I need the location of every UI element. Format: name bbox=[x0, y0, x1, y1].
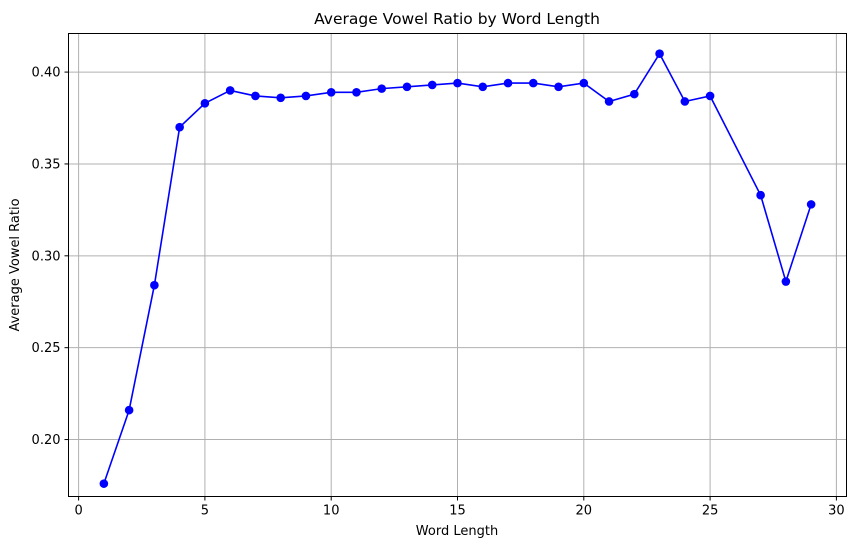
y-tick-label: 0.35 bbox=[32, 157, 61, 172]
data-point bbox=[528, 78, 538, 88]
x-tick-label: 20 bbox=[576, 504, 593, 519]
y-tick-label: 0.30 bbox=[32, 249, 61, 264]
data-point bbox=[781, 277, 791, 286]
data-point bbox=[604, 97, 614, 106]
data-point bbox=[554, 82, 563, 92]
grid bbox=[68, 33, 847, 497]
x-tick-label: 15 bbox=[449, 504, 466, 519]
y-tick-label: 0.25 bbox=[32, 341, 61, 356]
series-layer bbox=[99, 49, 816, 488]
data-point bbox=[200, 99, 210, 108]
x-tick-label: 0 bbox=[74, 504, 82, 519]
data-point bbox=[99, 479, 109, 488]
data-point bbox=[427, 80, 437, 90]
y-tick-label: 0.20 bbox=[32, 433, 61, 448]
data-point bbox=[352, 87, 361, 97]
data-point bbox=[251, 91, 260, 101]
data-point bbox=[326, 87, 336, 97]
data-point bbox=[503, 78, 513, 88]
x-tick-label: 5 bbox=[201, 504, 209, 519]
data-point bbox=[402, 82, 412, 92]
chart-title: Average Vowel Ratio by Word Length bbox=[314, 10, 600, 28]
data-point bbox=[301, 91, 311, 101]
x-tick-label: 30 bbox=[828, 504, 845, 519]
data-point bbox=[276, 93, 285, 103]
data-point bbox=[806, 200, 816, 209]
axis-ticks: 0 5 10 15 20 25 30 0.20 0.25 0.30 0.35 0.40 bbox=[32, 66, 845, 519]
x-tick-label: 10 bbox=[323, 504, 340, 519]
series-line bbox=[103, 52, 812, 484]
data-point bbox=[175, 122, 184, 132]
data-point bbox=[453, 78, 462, 88]
data-point bbox=[756, 190, 765, 200]
data-point bbox=[377, 84, 387, 93]
data-point bbox=[225, 86, 235, 95]
data-point bbox=[150, 280, 159, 290]
data-point bbox=[478, 82, 488, 92]
data-point bbox=[680, 97, 690, 106]
y-axis-label: Average Vowel Ratio bbox=[8, 198, 23, 331]
data-point bbox=[124, 405, 134, 415]
x-axis-label: Word Length bbox=[416, 524, 498, 539]
data-point bbox=[655, 49, 664, 59]
data-point bbox=[705, 91, 715, 101]
data-point bbox=[579, 78, 589, 88]
y-tick-label: 0.40 bbox=[32, 66, 61, 81]
x-tick-label: 25 bbox=[702, 504, 719, 519]
data-point bbox=[630, 89, 639, 99]
